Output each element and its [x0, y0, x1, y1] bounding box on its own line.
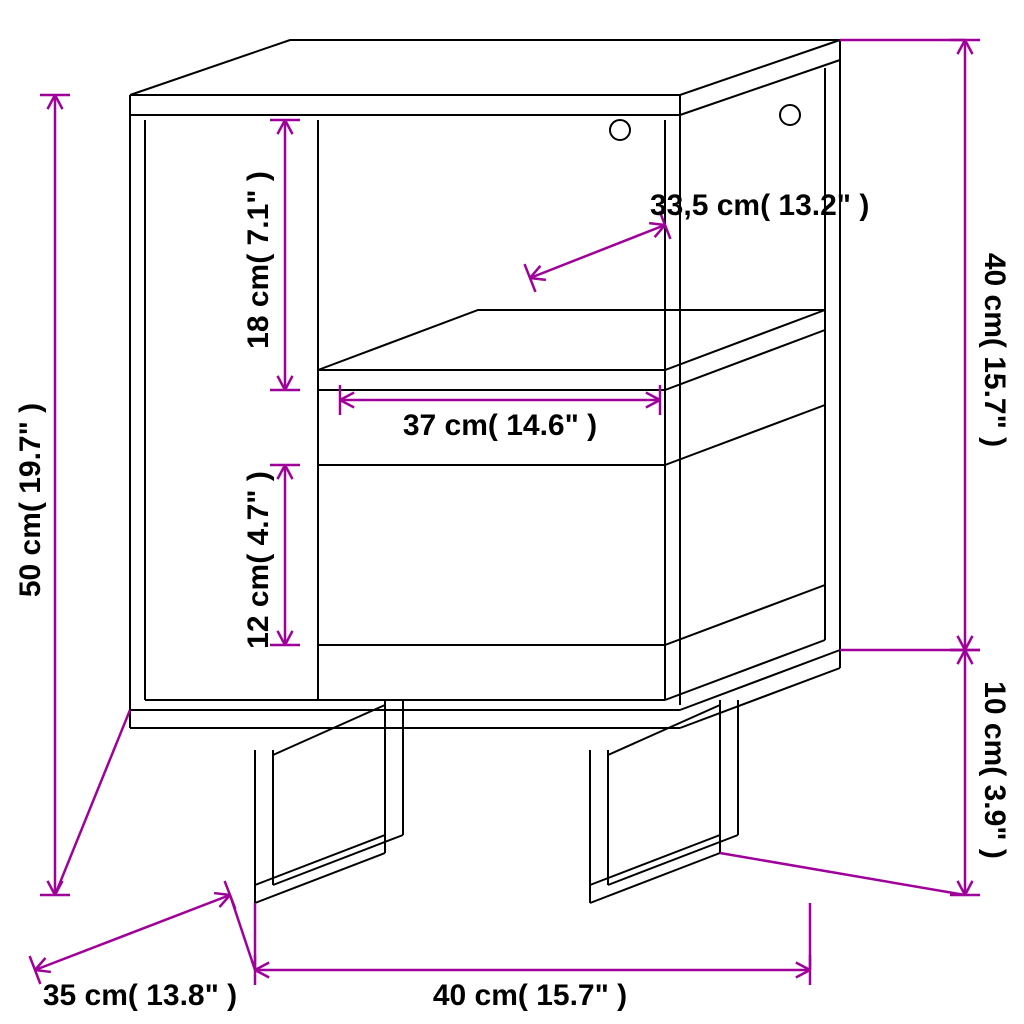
- dim-body-height: 40 cm( 15.7" ): [978, 253, 1011, 447]
- dim-drawer-height: 12 cm( 4.7" ): [242, 471, 275, 649]
- dim-depth: 35 cm( 13.8" ): [43, 979, 237, 1012]
- dim-leg-height: 10 cm( 3.9" ): [978, 681, 1011, 859]
- dim-total-height: 50 cm( 19.7" ): [14, 403, 47, 597]
- dim-shelf-depth: 33,5 cm( 13.2" ): [650, 189, 869, 222]
- dim-shelf-height: 18 cm( 7.1" ): [242, 171, 275, 349]
- dim-width: 40 cm( 15.7" ): [433, 979, 627, 1012]
- dim-shelf-width: 37 cm( 14.6" ): [403, 409, 597, 442]
